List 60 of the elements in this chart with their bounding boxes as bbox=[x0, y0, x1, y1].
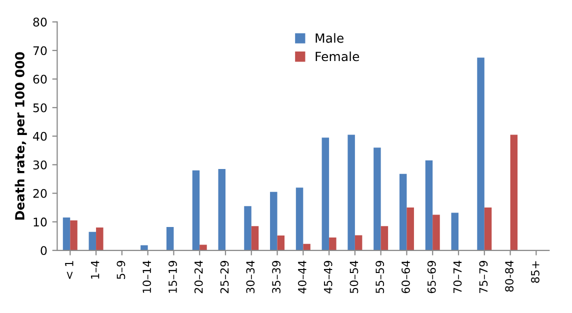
x-tick-label: 35–39 bbox=[272, 260, 280, 294]
bar bbox=[406, 208, 414, 250]
x-tick-label: 70–74 bbox=[453, 260, 462, 294]
x-tick-label: 1–4 bbox=[91, 260, 100, 279]
bar bbox=[432, 214, 440, 250]
y-tick-label: 30 bbox=[33, 160, 47, 170]
bar bbox=[251, 226, 259, 250]
bar bbox=[374, 148, 381, 250]
y-axis-title: Death rate, per 100 000 bbox=[14, 52, 27, 220]
bar bbox=[88, 232, 96, 250]
bar bbox=[200, 244, 207, 250]
legend-label: Male bbox=[316, 33, 344, 43]
bar bbox=[484, 208, 492, 250]
bar bbox=[166, 226, 174, 250]
x-tick-label: 25–29 bbox=[220, 260, 229, 294]
bar bbox=[477, 58, 484, 250]
y-tick-label: 40 bbox=[33, 132, 47, 141]
x-tick-label: < 1 bbox=[65, 261, 74, 279]
bar bbox=[510, 134, 518, 250]
bar bbox=[322, 138, 330, 250]
bar bbox=[303, 244, 310, 250]
bar bbox=[62, 218, 70, 250]
bar bbox=[244, 206, 252, 250]
bar bbox=[380, 226, 388, 250]
x-tick-label: 15–19 bbox=[168, 260, 177, 293]
bar bbox=[296, 188, 304, 250]
bar bbox=[451, 212, 459, 250]
x-tick-label: 55–59 bbox=[376, 260, 384, 294]
y-tick-label: 60 bbox=[33, 74, 47, 84]
bar bbox=[354, 235, 362, 250]
x-tick-label: 75–79 bbox=[479, 260, 488, 294]
bar bbox=[70, 220, 78, 250]
y-tick-label: 80 bbox=[33, 18, 47, 27]
bar bbox=[329, 238, 336, 250]
y-tick-label: 20 bbox=[33, 189, 47, 198]
x-tick-label: 30–34 bbox=[246, 260, 255, 294]
bar bbox=[425, 160, 433, 250]
x-tick-label: 65–69 bbox=[427, 260, 436, 294]
y-tick-label: 0 bbox=[40, 246, 47, 256]
x-tick-label: 80-84 bbox=[505, 260, 514, 292]
x-tick-label: 40–44 bbox=[298, 260, 306, 294]
y-tick-label: 10 bbox=[34, 218, 47, 226]
x-tick-label: 5–9 bbox=[116, 260, 126, 279]
bar bbox=[277, 236, 285, 250]
x-tick-label: 50–54 bbox=[350, 260, 358, 294]
legend-label: Female bbox=[316, 52, 360, 62]
bar bbox=[96, 228, 104, 250]
bar bbox=[270, 192, 278, 250]
y-tick-label: 50 bbox=[33, 103, 47, 112]
y-tick-label: 70 bbox=[33, 46, 47, 56]
x-tick-label: 85+ bbox=[530, 261, 540, 283]
bar bbox=[399, 174, 407, 250]
bar bbox=[192, 170, 200, 250]
bar bbox=[218, 169, 226, 250]
x-tick-label: 60–64 bbox=[402, 260, 410, 294]
x-tick-label: 10–14 bbox=[142, 260, 152, 293]
x-tick-label: 45–49 bbox=[324, 260, 332, 294]
bar bbox=[348, 134, 355, 250]
bar bbox=[140, 245, 148, 250]
x-tick-label: 20–24 bbox=[194, 260, 203, 294]
